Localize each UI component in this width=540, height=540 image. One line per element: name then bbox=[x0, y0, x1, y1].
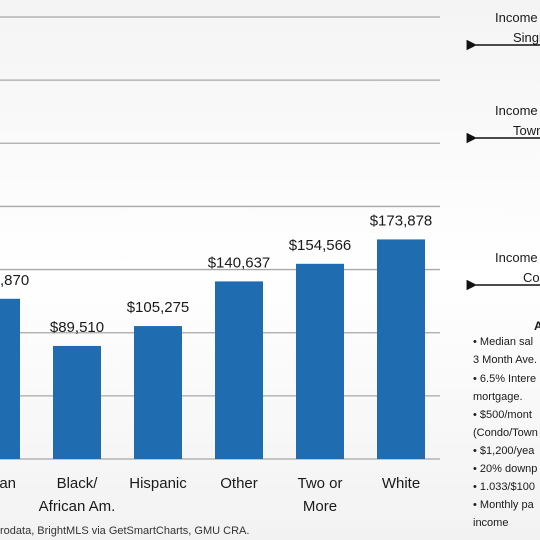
note-line: mortgage. bbox=[473, 391, 523, 403]
source: rodata, BrightMLS via GetSmartCharts, GM… bbox=[0, 525, 249, 537]
x-tick-label: Black/ bbox=[57, 475, 99, 492]
note-line: • $500/mont bbox=[473, 409, 532, 421]
bar bbox=[0, 298, 20, 459]
note-line: income bbox=[473, 517, 508, 529]
bar bbox=[53, 345, 101, 459]
bar bbox=[134, 326, 182, 459]
x-tick-label: White bbox=[382, 475, 420, 492]
note-line: • 20% downp bbox=[473, 463, 537, 475]
value-label: $173,878 bbox=[370, 212, 433, 229]
x-tick-label: Other bbox=[220, 475, 258, 492]
x-tick-label: an bbox=[0, 475, 16, 492]
annotation: Town bbox=[513, 123, 540, 138]
annotation: Income bbox=[495, 103, 538, 118]
value-label: $140,637 bbox=[208, 254, 271, 271]
note-line: • $1,200/yea bbox=[473, 445, 535, 457]
note-line: (Condo/Town bbox=[473, 427, 538, 439]
annotation: Income bbox=[495, 250, 538, 265]
bar bbox=[215, 281, 263, 459]
x-tick-label: More bbox=[303, 498, 337, 515]
value-label: $89,510 bbox=[50, 319, 104, 336]
value-label: $105,275 bbox=[127, 299, 190, 316]
value-label: $154,566 bbox=[289, 237, 352, 254]
x-tick-label: Hispanic bbox=[129, 475, 187, 492]
note-line: • Monthly pa bbox=[473, 499, 535, 511]
x-tick-label: Two or bbox=[297, 475, 342, 492]
x-tick-label: African Am. bbox=[39, 498, 116, 515]
bar bbox=[296, 263, 344, 459]
note-line: • 6.5% Intere bbox=[473, 373, 536, 385]
annotation: Co bbox=[523, 270, 540, 285]
notes-heading: A bbox=[534, 319, 540, 333]
value-label: ,870 bbox=[0, 272, 29, 289]
annotation: Single bbox=[513, 30, 540, 45]
bar bbox=[377, 239, 425, 459]
note-line: • 1.033/$100 bbox=[473, 481, 535, 493]
annotation: Income bbox=[495, 10, 538, 25]
note-line: • Median sal bbox=[473, 336, 533, 348]
note-line: 3 Month Ave. bbox=[473, 354, 537, 366]
